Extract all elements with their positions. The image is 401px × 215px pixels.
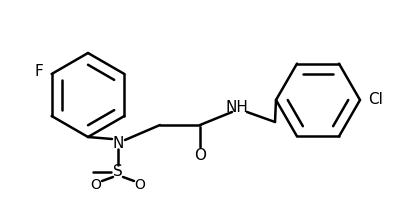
Text: N: N bbox=[112, 135, 124, 150]
Text: Cl: Cl bbox=[368, 92, 383, 108]
Text: NH: NH bbox=[225, 100, 249, 115]
Text: O: O bbox=[91, 178, 101, 192]
Text: S: S bbox=[113, 164, 123, 180]
Text: O: O bbox=[135, 178, 146, 192]
Text: O: O bbox=[194, 147, 206, 163]
Text: F: F bbox=[35, 64, 44, 80]
